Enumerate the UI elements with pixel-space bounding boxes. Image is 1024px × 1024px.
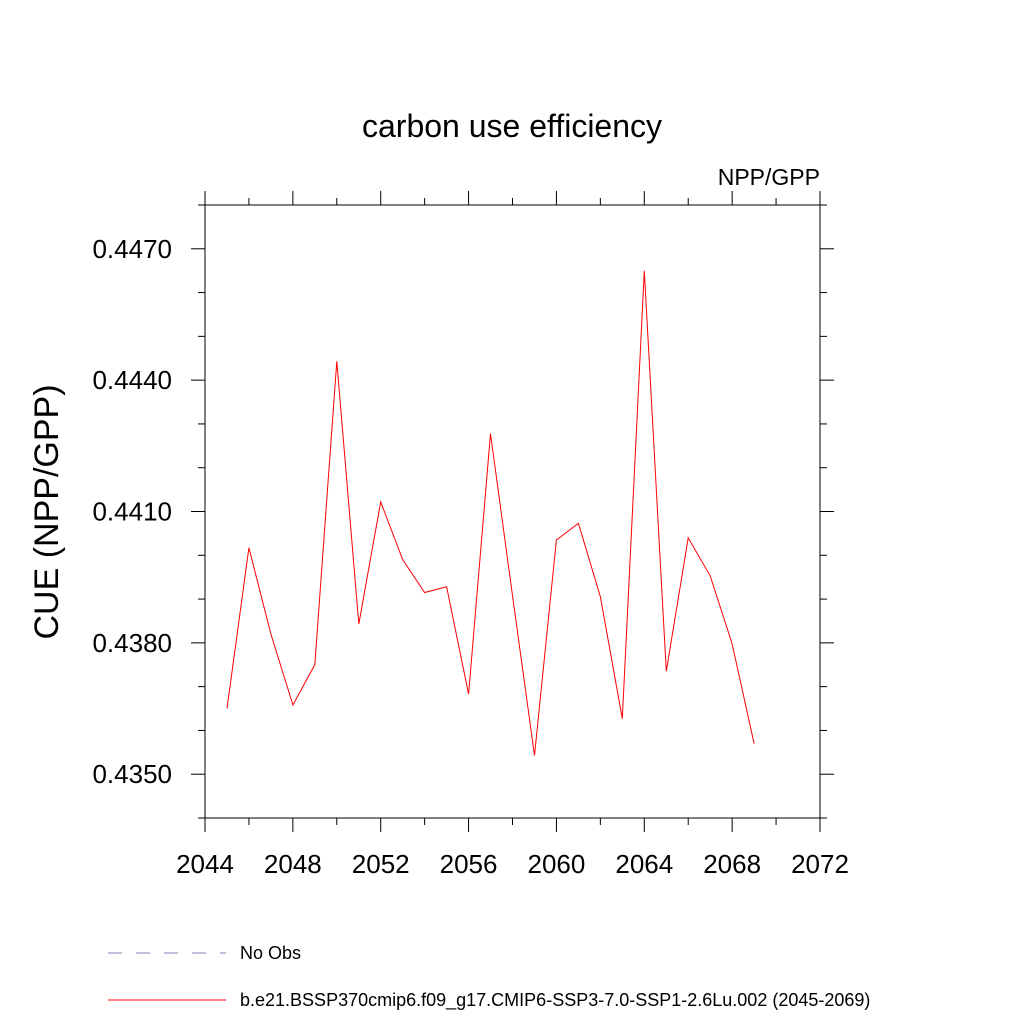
axis-tick-labels: 2044 2048 2052 2056 2060 2064 2068 2072 0.4350 0.…: [92, 234, 848, 879]
x-tick-label: 2068: [703, 849, 761, 879]
y-tick-label: 0.4350: [92, 759, 172, 789]
x-tick-label: 2048: [264, 849, 322, 879]
y-tick-label: 0.4410: [92, 497, 172, 527]
series-line: [226, 270, 755, 756]
x-tick-label: 2056: [440, 849, 498, 879]
x-tick-label: 2060: [528, 849, 586, 879]
y-tick-label: 0.4380: [92, 628, 172, 658]
y-tick-label: 0.4440: [92, 365, 172, 395]
y-axis-label: CUE (NPP/GPP): [28, 384, 66, 639]
legend: No Obs b.e21.BSSP370cmip6.f09_g17.CMIP6-S…: [108, 943, 870, 1011]
y-tick-label: 0.4470: [92, 234, 172, 264]
axis-ticks: [191, 191, 834, 832]
x-tick-label: 2052: [352, 849, 410, 879]
x-tick-label: 2044: [176, 849, 234, 879]
chart-subtitle: NPP/GPP: [718, 164, 820, 190]
x-tick-label: 2072: [791, 849, 849, 879]
legend-label: b.e21.BSSP370cmip6.f09_g17.CMIP6-SSP3-7.…: [240, 990, 870, 1011]
series-group: [226, 270, 755, 756]
x-tick-label: 2064: [615, 849, 673, 879]
legend-label: No Obs: [240, 943, 301, 963]
chart-title: carbon use efficiency: [362, 108, 662, 144]
plot-frame: [204, 204, 821, 819]
